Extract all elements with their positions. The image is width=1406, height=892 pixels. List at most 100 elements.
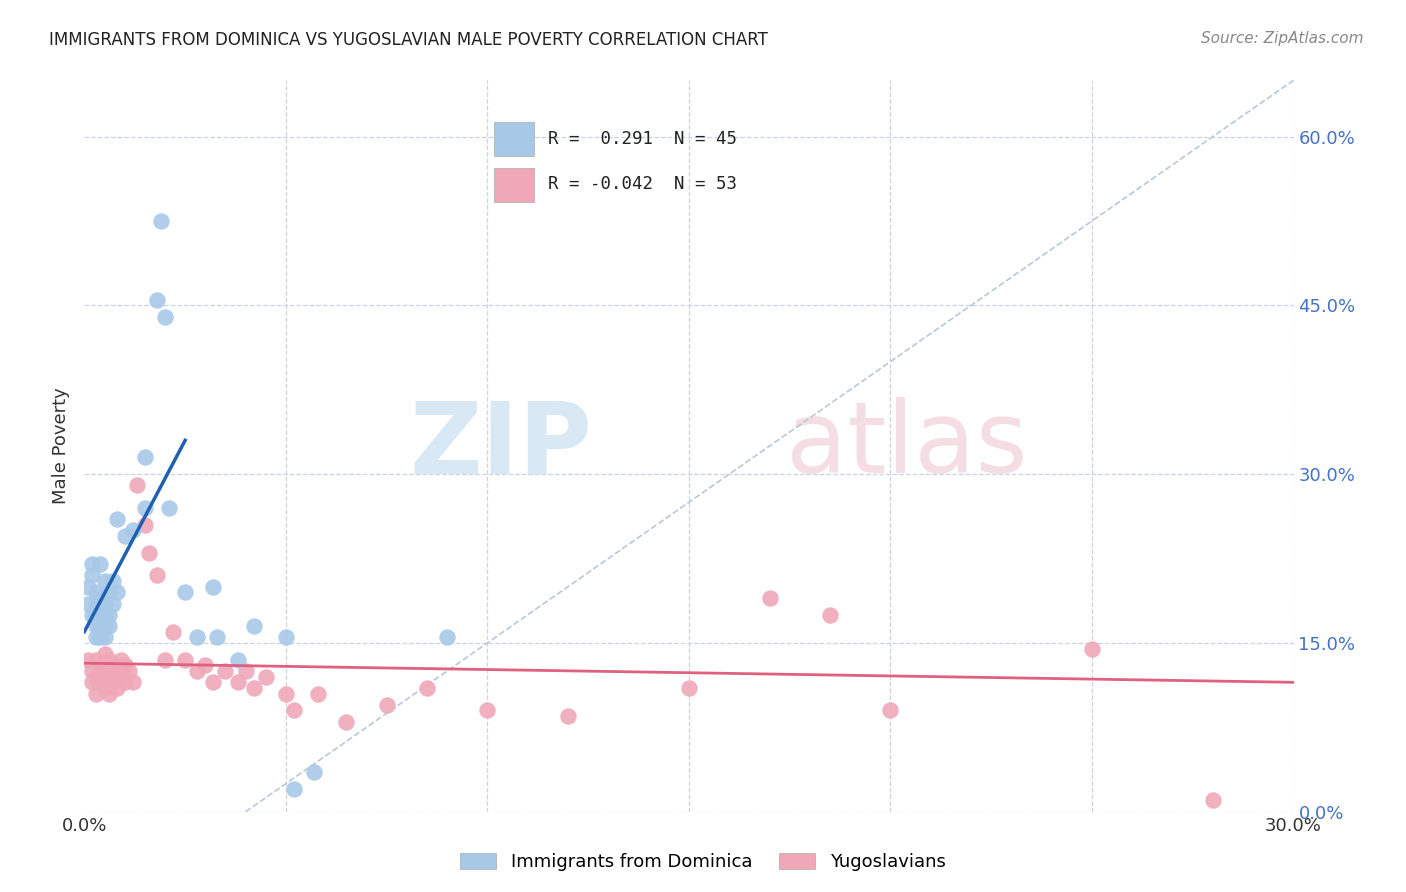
Point <box>375 698 398 712</box>
Point <box>146 568 169 582</box>
Point <box>86 585 108 599</box>
Point <box>254 670 277 684</box>
Point <box>242 619 264 633</box>
Point <box>101 658 124 673</box>
Point <box>82 664 104 678</box>
Point <box>157 500 180 515</box>
Point <box>77 597 100 611</box>
Point <box>97 585 120 599</box>
Point <box>86 630 108 644</box>
Point <box>77 653 100 667</box>
Point <box>274 630 297 644</box>
Point <box>110 653 132 667</box>
Point <box>121 675 143 690</box>
Point <box>97 653 120 667</box>
Point <box>82 607 104 622</box>
Point <box>86 607 108 622</box>
Point <box>86 687 108 701</box>
Point <box>118 664 141 678</box>
Point <box>138 546 160 560</box>
Point <box>86 597 108 611</box>
Point <box>105 664 128 678</box>
Point <box>114 529 136 543</box>
Point <box>89 557 111 571</box>
Point <box>302 765 325 780</box>
Point <box>93 647 115 661</box>
Point <box>557 709 579 723</box>
Point <box>207 630 229 644</box>
Point <box>818 607 841 622</box>
Point <box>114 658 136 673</box>
Point <box>114 675 136 690</box>
Point <box>101 574 124 588</box>
Point <box>134 517 156 532</box>
Point <box>477 703 499 717</box>
Point <box>121 524 143 538</box>
Point <box>214 664 236 678</box>
Point <box>89 658 111 673</box>
Point <box>82 675 104 690</box>
Point <box>105 681 128 695</box>
Point <box>242 681 264 695</box>
Legend: Immigrants from Dominica, Yugoslavians: Immigrants from Dominica, Yugoslavians <box>453 846 953 879</box>
Point <box>226 675 249 690</box>
Text: IMMIGRANTS FROM DOMINICA VS YUGOSLAVIAN MALE POVERTY CORRELATION CHART: IMMIGRANTS FROM DOMINICA VS YUGOSLAVIAN … <box>49 31 768 49</box>
Point <box>678 681 700 695</box>
Point <box>97 619 120 633</box>
Point <box>153 310 176 324</box>
Point <box>97 607 120 622</box>
Point <box>89 591 111 605</box>
Point <box>93 630 115 644</box>
Point <box>93 574 115 588</box>
Point <box>89 607 111 622</box>
Point <box>110 670 132 684</box>
Point <box>283 782 305 797</box>
Point <box>1202 793 1225 807</box>
Y-axis label: Male Poverty: Male Poverty <box>52 388 70 504</box>
Point <box>1081 641 1104 656</box>
Point <box>97 687 120 701</box>
Point <box>77 580 100 594</box>
Point <box>174 585 197 599</box>
Point <box>335 714 357 729</box>
Point <box>226 653 249 667</box>
Text: ZIP: ZIP <box>409 398 592 494</box>
Point <box>879 703 901 717</box>
Point <box>93 619 115 633</box>
Point <box>202 580 225 594</box>
Point <box>174 653 197 667</box>
Point <box>436 630 458 644</box>
Point <box>125 478 148 492</box>
Point <box>105 585 128 599</box>
Point <box>758 591 780 605</box>
Point <box>82 568 104 582</box>
Point <box>86 670 108 684</box>
Text: Source: ZipAtlas.com: Source: ZipAtlas.com <box>1201 31 1364 46</box>
Point <box>93 681 115 695</box>
Point <box>134 500 156 515</box>
Point <box>82 557 104 571</box>
Point <box>307 687 329 701</box>
Point <box>101 597 124 611</box>
Point <box>235 664 257 678</box>
Point <box>153 653 176 667</box>
Point <box>97 670 120 684</box>
Point <box>89 675 111 690</box>
Point <box>93 607 115 622</box>
Point <box>416 681 439 695</box>
Point <box>194 658 217 673</box>
Point <box>93 664 115 678</box>
Point <box>186 664 208 678</box>
Text: atlas: atlas <box>786 398 1028 494</box>
Point <box>105 512 128 526</box>
Point <box>186 630 208 644</box>
Point <box>101 675 124 690</box>
Point <box>283 703 305 717</box>
Point <box>162 624 184 639</box>
Point <box>89 619 111 633</box>
Point <box>89 630 111 644</box>
Point <box>86 619 108 633</box>
Point <box>274 687 297 701</box>
Point <box>93 597 115 611</box>
Point <box>86 653 108 667</box>
